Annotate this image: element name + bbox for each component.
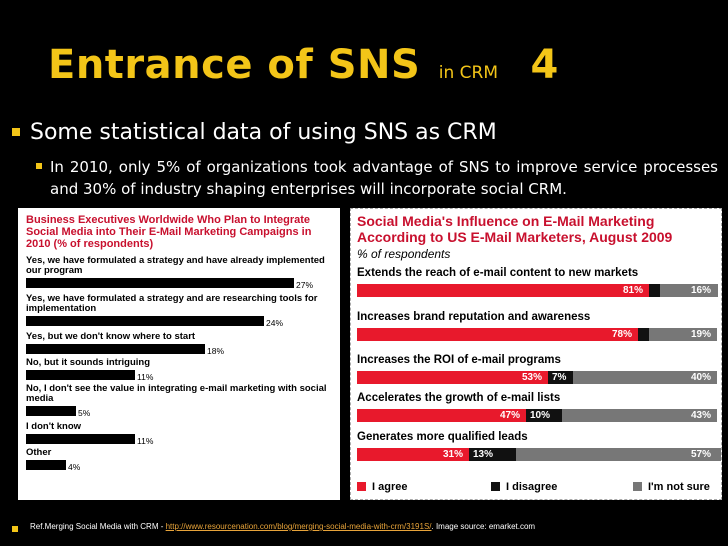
chart2-seg-agree — [357, 328, 638, 341]
legend-disagree-label: I disagree — [506, 481, 558, 493]
chart2-seg-agree — [357, 409, 526, 422]
chart2-unit: % of respondents — [357, 247, 451, 261]
chart2-seg-notsure — [649, 328, 717, 341]
chart2-seg-disagree — [638, 328, 649, 341]
chart1-bar — [26, 316, 264, 326]
chart1-value-label: 4% — [68, 462, 81, 472]
chart2-value-label: 16% — [691, 285, 712, 296]
chart2-seg-notsure — [573, 371, 717, 384]
chart2-seg-agree — [357, 371, 548, 384]
chart2-value-label: 19% — [691, 329, 712, 340]
chart2-row: 47% 10% 43% — [357, 409, 717, 422]
legend-disagree: I disagree — [491, 481, 557, 493]
chart2-row: 53% 7% 40% — [357, 371, 717, 384]
chart1-bar — [26, 278, 294, 288]
chart1-value-label: 11% — [137, 372, 154, 382]
chart1-category-label: I don't know — [26, 421, 82, 432]
legend-notsure-label: I'm not sure — [648, 481, 710, 493]
footer-prefix: Ref.Merging Social Media with CRM - — [30, 522, 166, 531]
chart2-category-label: Extends the reach of e-mail content to n… — [357, 267, 639, 279]
chart1-category-label: Yes, we have formulated a strategy and h… — [26, 255, 325, 276]
legend-agree-label: I agree — [372, 481, 408, 493]
footer-suffix: . Image source: emarket.com — [431, 522, 536, 531]
chart1-category-label: Yes, but we don't know where to start — [26, 331, 196, 342]
chart2-category-label: Increases the ROI of e-mail programs — [357, 354, 561, 366]
bullet-marker — [12, 128, 20, 136]
chart2-seg-notsure — [660, 284, 718, 297]
chart2-value-label: 78% — [612, 329, 633, 340]
legend-notsure: I'm not sure — [633, 481, 710, 493]
chart2-value-label: 81% — [623, 285, 644, 296]
chart2-row: 31% 13% 57% — [357, 448, 721, 461]
chart1-value-label: 5% — [78, 408, 91, 418]
chart1-bar — [26, 434, 135, 444]
chart1-value-label: 24% — [266, 318, 284, 328]
legend-swatch-agree — [357, 482, 366, 491]
footer-bullet — [12, 526, 18, 532]
chart1-category-label: No, but it sounds intriguing — [26, 357, 151, 368]
chart2-seg-agree — [357, 284, 649, 297]
bullet-main: Some statistical data of using SNS as CR… — [30, 120, 497, 145]
title-number: 4 — [530, 42, 559, 88]
chart2-title: Social Media's Influence on E-Mail Marke… — [357, 213, 673, 245]
chart1-category-label: No, I don't see the value in integrating… — [26, 383, 327, 404]
title-sub: in CRM — [438, 63, 498, 83]
legend-agree: I agree — [357, 481, 407, 493]
chart2-seg-agree — [357, 448, 469, 461]
chart2-value-label: 47% — [500, 410, 521, 421]
chart-email-influence: Social Media's Influence on E-Mail Marke… — [350, 208, 722, 500]
chart1-value-label: 11% — [137, 436, 154, 446]
chart2-value-label: 13% — [473, 449, 494, 460]
chart1-bar — [26, 344, 205, 354]
chart2-seg-notsure — [562, 409, 717, 422]
legend-swatch-notsure — [633, 482, 642, 491]
chart2-category-label: Accelerates the growth of e-mail lists — [357, 392, 561, 404]
chart2-value-label: 57% — [691, 449, 712, 460]
chart2-seg-disagree — [526, 409, 562, 422]
chart2-value-label: 40% — [691, 372, 712, 383]
bullet-marker-sub — [36, 163, 42, 169]
chart2-category-label: Increases brand reputation and awareness — [357, 311, 591, 323]
chart1-value-label: 27% — [296, 280, 314, 290]
chart2-value-label: 31% — [443, 449, 464, 460]
chart2-seg-notsure — [516, 448, 721, 461]
chart2-seg-disagree — [548, 371, 573, 384]
chart2-row: 81%3%16% — [357, 284, 718, 297]
footer-link[interactable]: http://www.resourcenation.com/blog/mergi… — [165, 522, 432, 531]
chart-executives: Business Executives Worldwide Who Plan t… — [18, 208, 340, 500]
footer-reference: Ref.Merging Social Media with CRM - http… — [30, 522, 535, 531]
chart2-row: 78%3%19% — [357, 328, 717, 341]
chart1-title: Business Executives Worldwide Who Plan t… — [26, 214, 312, 250]
chart1-bar — [26, 406, 76, 416]
chart2-value-label: 43% — [691, 410, 712, 421]
chart2-seg-disagree — [649, 284, 660, 297]
chart2-legend: I agree I disagree I'm not sure — [357, 481, 717, 495]
chart2-seg-disagree — [469, 448, 516, 461]
legend-swatch-disagree — [491, 482, 500, 491]
chart2-category-label: Generates more qualified leads — [357, 431, 528, 443]
title-main: Entrance of SNS — [48, 42, 421, 88]
chart2-value-label: 7% — [552, 372, 567, 383]
chart2-value-label: 10% — [530, 410, 551, 421]
chart1-category-label: Other — [26, 447, 52, 458]
chart1-value-label: 18% — [207, 346, 225, 356]
chart2-value-label: 53% — [522, 372, 543, 383]
chart1-bar — [26, 370, 135, 380]
chart1-bar — [26, 460, 66, 470]
slide-title: Entrance of SNS in CRM 4 — [48, 42, 559, 88]
chart1-category-label: Yes, we have formulated a strategy and a… — [26, 293, 318, 314]
bullet-sub: In 2010, only 5% of organizations took a… — [50, 158, 718, 198]
